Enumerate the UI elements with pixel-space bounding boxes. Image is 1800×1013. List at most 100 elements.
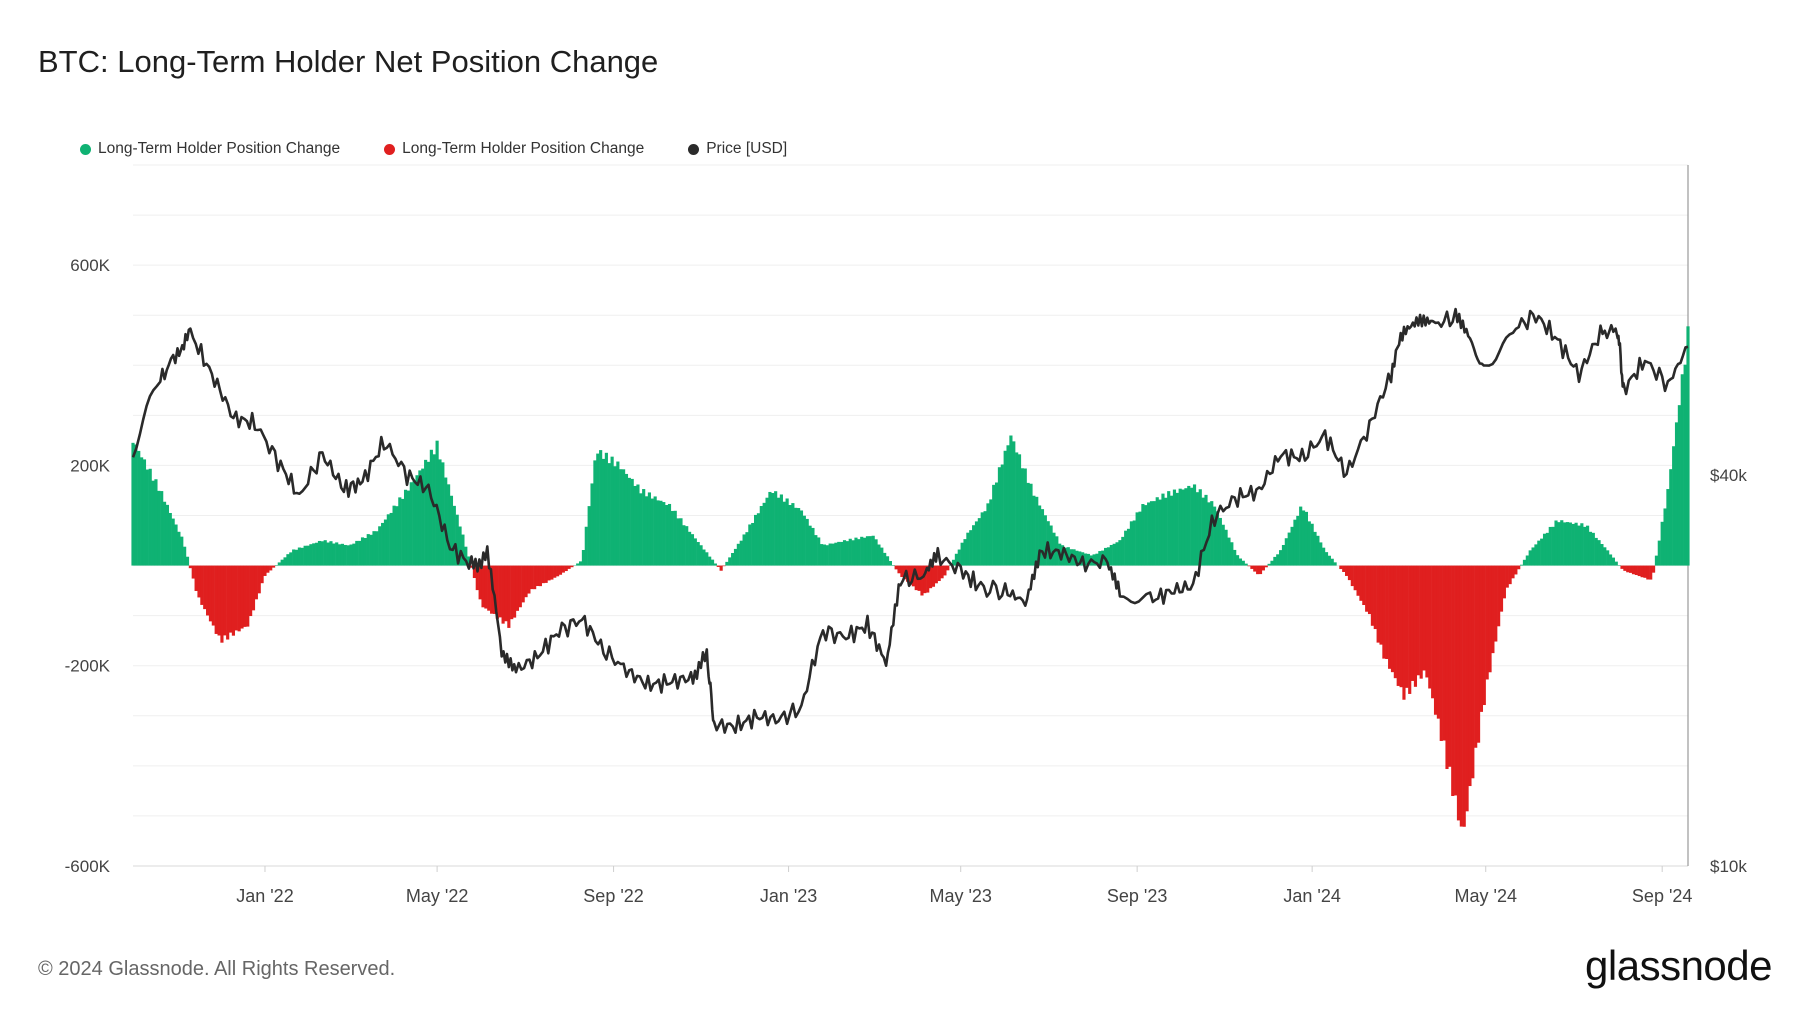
position-change-bar-positive — [418, 470, 422, 566]
position-change-bar-negative — [1425, 565, 1429, 678]
position-change-bar-positive — [685, 526, 689, 566]
position-change-bar-positive — [372, 531, 376, 566]
position-change-bar-positive — [137, 450, 141, 566]
position-change-bar-negative — [211, 565, 215, 626]
position-change-bar-positive — [1167, 491, 1171, 566]
position-change-bar-positive — [283, 557, 287, 566]
position-change-bar-positive — [854, 537, 858, 566]
position-change-bar-positive — [883, 552, 887, 566]
position-change-bar-positive — [831, 543, 835, 566]
position-change-bar-positive — [1020, 468, 1024, 566]
position-change-bar-positive — [604, 452, 608, 566]
position-change-bar-negative — [1408, 565, 1412, 694]
position-change-bar-positive — [426, 461, 431, 566]
position-change-bar-negative — [1339, 565, 1343, 570]
position-change-bar-positive — [1319, 542, 1323, 566]
position-change-bar-positive — [834, 542, 838, 566]
position-change-bar-positive — [1181, 489, 1185, 566]
position-change-bar-positive — [972, 525, 976, 566]
position-change-bar-negative — [1353, 565, 1357, 591]
position-change-bar-positive — [593, 460, 597, 566]
position-change-bar-positive — [406, 490, 411, 566]
position-change-bar-positive — [148, 468, 152, 566]
position-change-bar-positive — [1032, 495, 1036, 566]
position-change-bar-positive — [1276, 554, 1280, 566]
position-change-bar-negative — [937, 565, 941, 582]
position-change-bar-positive — [957, 549, 961, 566]
position-change-bar-positive — [702, 549, 706, 566]
position-change-bar-positive — [134, 444, 138, 566]
position-change-bar-positive — [599, 450, 603, 566]
position-change-bar-negative — [897, 565, 901, 574]
position-change-bar-negative — [1629, 565, 1633, 573]
position-change-bar-negative — [504, 565, 508, 622]
position-change-bar-negative — [553, 565, 557, 578]
position-change-bar-positive — [346, 545, 350, 566]
position-change-bar-positive — [1075, 550, 1079, 566]
position-change-bar-positive — [1663, 508, 1667, 566]
position-change-bar-negative — [1646, 565, 1650, 580]
position-change-bar-negative — [1485, 565, 1489, 680]
position-change-bar-negative — [1253, 565, 1257, 572]
position-change-bar-positive — [1672, 446, 1676, 566]
y-left-tick-label: -600K — [65, 857, 111, 876]
position-change-bar-negative — [1413, 565, 1418, 687]
position-change-bar-negative — [1488, 565, 1492, 673]
position-change-bar-positive — [1677, 405, 1681, 566]
position-change-bar-positive — [389, 512, 393, 566]
position-change-bar-positive — [1324, 552, 1329, 566]
position-change-bar-positive — [395, 506, 399, 566]
position-change-bar-positive — [1588, 531, 1593, 566]
position-change-bar-negative — [1626, 565, 1630, 573]
position-change-bar-positive — [791, 503, 795, 566]
position-change-bar-positive — [315, 542, 319, 566]
position-change-bar-positive — [1121, 536, 1125, 566]
position-change-bar-positive — [713, 563, 717, 566]
position-change-bar-negative — [1431, 565, 1435, 699]
position-change-bar-positive — [1327, 555, 1331, 566]
position-change-bar-positive — [659, 500, 663, 566]
legend-item-ltph-negative[interactable]: Long-Term Holder Position Change — [384, 140, 644, 158]
position-change-bar-negative — [226, 565, 230, 640]
position-change-bar-negative — [1359, 565, 1363, 601]
position-change-bar-positive — [165, 504, 170, 566]
position-change-bar-positive — [300, 547, 304, 566]
position-change-bar-negative — [228, 565, 233, 633]
position-change-bar-negative — [1637, 565, 1641, 577]
position-change-bar-negative — [223, 565, 227, 636]
position-change-bar-positive — [157, 490, 161, 566]
legend-item-price[interactable]: Price [USD] — [688, 140, 787, 158]
position-change-bar-negative — [1462, 565, 1466, 827]
position-change-bar-positive — [286, 554, 290, 566]
position-change-bar-positive — [578, 561, 583, 566]
position-change-bar-negative — [1448, 565, 1452, 767]
position-change-bar-negative — [240, 565, 244, 629]
legend-item-ltph-positive[interactable]: Long-Term Holder Position Change — [80, 140, 340, 158]
position-change-bar-negative — [1502, 565, 1506, 599]
position-change-bar-positive — [1078, 551, 1082, 566]
position-change-bar-positive — [392, 505, 396, 566]
position-change-bar-positive — [739, 540, 743, 566]
position-change-bar-positive — [306, 545, 310, 566]
position-change-bar-positive — [891, 565, 895, 566]
position-change-bar-positive — [601, 458, 606, 566]
position-change-bar-positive — [160, 491, 164, 566]
y-left-tick-label: -200K — [65, 657, 111, 676]
position-change-bar-positive — [185, 556, 190, 566]
x-tick-label: Jan '23 — [760, 886, 817, 906]
position-change-bar-positive — [1026, 482, 1030, 566]
position-change-bar-positive — [696, 542, 700, 566]
position-change-bar-positive — [610, 456, 614, 566]
position-change-bar-negative — [894, 565, 898, 570]
position-change-bar-positive — [1038, 505, 1042, 566]
position-change-bar-negative — [1474, 565, 1478, 748]
position-change-bar-negative — [1342, 565, 1346, 572]
position-change-bar-negative — [220, 565, 224, 643]
position-change-bar-positive — [874, 539, 878, 566]
position-change-bar-positive — [624, 473, 629, 566]
position-change-bar-negative — [527, 565, 531, 594]
position-change-bar-positive — [1233, 549, 1237, 566]
position-change-bar-negative — [1393, 565, 1397, 679]
position-change-bar-positive — [1568, 522, 1572, 566]
position-change-bar-positive — [1545, 532, 1549, 566]
